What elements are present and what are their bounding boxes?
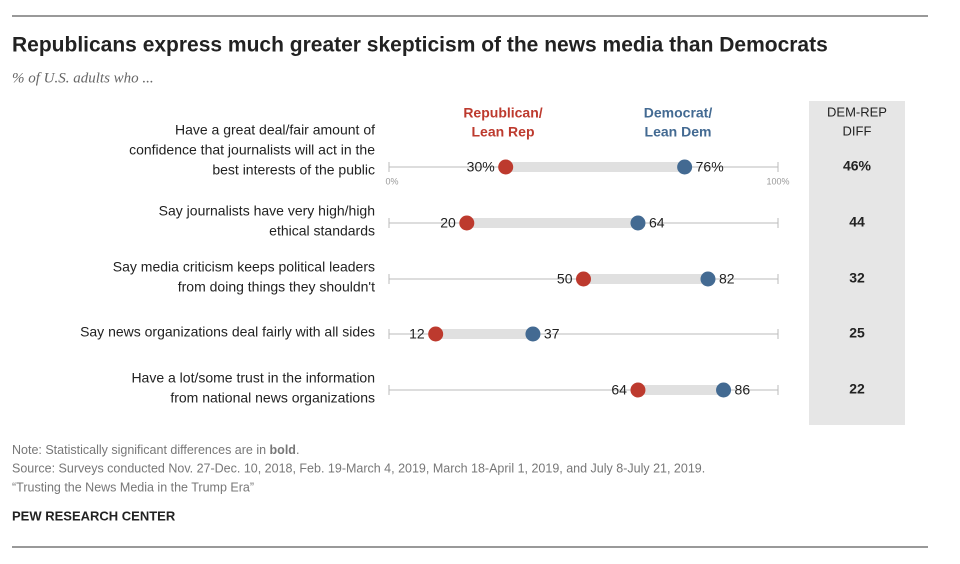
value-label: 86 [735,382,751,398]
dot [576,271,591,287]
dot [498,159,514,175]
value-label: 12 [409,326,425,342]
value-label: 64 [611,382,627,398]
x-tick-label: 100% [766,176,789,186]
category-label: confidence that journalists will act in … [129,142,375,158]
diff-value: 46% [843,158,872,174]
diff-value: 22 [849,381,865,397]
category-label: from national news organizations [170,390,375,406]
dot [630,215,646,231]
dot [428,326,444,342]
subtitle: % of U.S. adults who ... [12,70,154,86]
legend-label: Democrat/ [644,105,713,121]
note: Note: Statistically significant differen… [12,443,299,457]
report: “Trusting the News Media in the Trump Er… [12,480,254,494]
diff-value: 44 [849,214,865,230]
category-label: Have a great deal/fair amount of [175,122,375,138]
value-label: 50 [557,271,573,287]
category-label: ethical standards [269,223,375,239]
value-label: 76% [696,159,724,175]
dot [459,215,475,231]
value-label: 64 [649,215,665,231]
category-label: Say journalists have very high/high [159,203,375,219]
category-label: Say media criticism keeps political lead… [113,259,375,275]
value-label: 30% [467,159,495,175]
note-bold: bold [270,443,296,457]
credit: PEW RESEARCH CENTER [12,508,176,523]
diff-column [809,101,905,425]
diff-header: DIFF [843,123,872,138]
legend-label: Lean Dem [645,124,712,140]
dot [716,382,732,398]
diff-header: DEM-REP [827,104,887,119]
x-tick-label: 0% [385,176,398,186]
chart-title: Republicans express much greater skeptic… [12,34,828,57]
category-label: from doing things they shouldn't [178,279,375,295]
diff-value: 25 [849,325,865,341]
legend-label: Lean Rep [471,124,534,140]
source: Source: Surveys conducted Nov. 27-Dec. 1… [12,461,705,475]
dot [630,382,646,398]
dot [700,271,716,287]
value-label: 20 [440,215,456,231]
category-label: best interests of the public [212,162,375,178]
category-label: Say news organizations deal fairly with … [80,324,375,340]
dot [525,326,541,342]
note-text: . [296,443,299,457]
legend-label: Republican/ [463,105,542,121]
category-label: Have a lot/some trust in the information [131,370,375,386]
value-label: 37 [544,326,560,342]
value-label: 82 [719,271,735,287]
note-text: Note: Statistically significant differen… [12,443,270,457]
dot [677,159,693,175]
diff-value: 32 [849,270,865,286]
